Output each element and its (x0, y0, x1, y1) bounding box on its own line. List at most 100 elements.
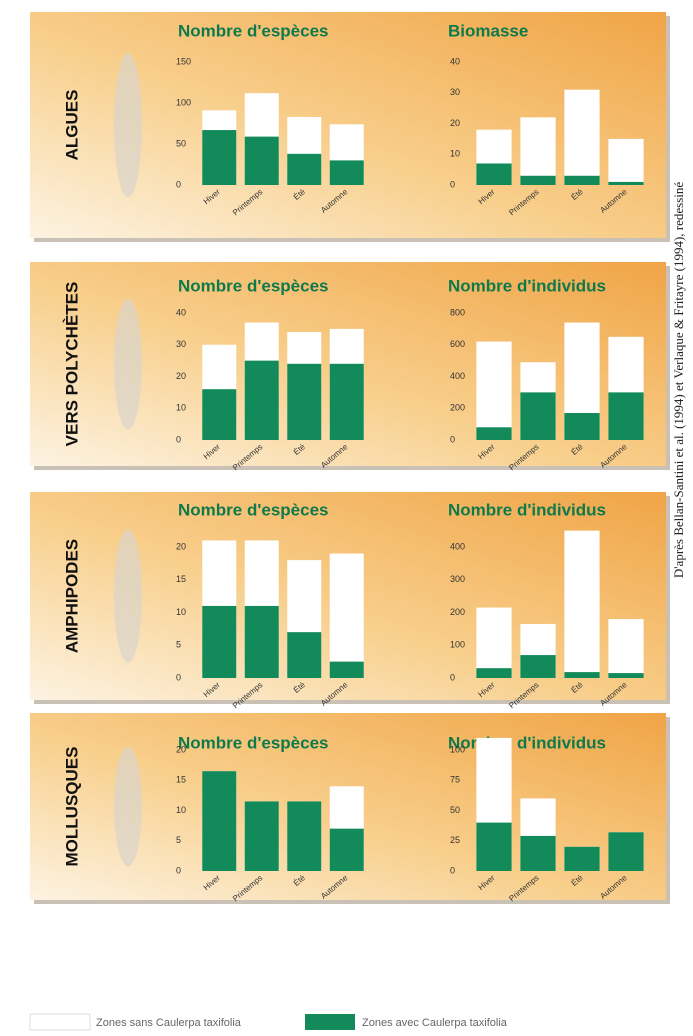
y-tick-label: 800 (450, 307, 465, 317)
bar-with (476, 427, 512, 440)
y-tick-label: 10 (176, 403, 186, 413)
y-tick-label: 0 (450, 179, 455, 189)
bar-with (287, 363, 322, 440)
y-tick-label: 20 (176, 744, 186, 754)
y-tick-label: 50 (450, 805, 460, 815)
bar-with (476, 668, 512, 678)
bar-with (287, 632, 322, 678)
y-tick-label: 0 (450, 434, 455, 444)
panel-label: ALGUES (62, 90, 81, 161)
bar-with (520, 655, 556, 678)
bar-with (608, 832, 644, 871)
bar-with (244, 801, 279, 871)
y-tick-label: 100 (450, 744, 465, 754)
chart-title: Nombre d'espèces (178, 500, 329, 519)
chart-title: Nombre d'individus (448, 500, 606, 519)
y-tick-label: 30 (176, 339, 186, 349)
illustration (114, 298, 142, 430)
legend-swatch (29, 1013, 91, 1031)
bar-with (329, 828, 364, 871)
y-tick-label: 0 (176, 434, 181, 444)
bar-without (564, 89, 600, 185)
y-tick-label: 0 (176, 672, 181, 682)
y-tick-label: 600 (450, 339, 465, 349)
legend: Zones sans Caulerpa taxifolia Zones avec… (29, 1013, 508, 1031)
y-tick-label: 0 (450, 865, 455, 875)
chart-title: Nombre d'espèces (178, 733, 329, 752)
bar-without (608, 138, 644, 185)
bar-without (564, 530, 600, 678)
bar-without (329, 553, 364, 678)
bar-with (520, 392, 556, 440)
panel-label: MOLLUSQUES (62, 747, 81, 867)
y-tick-label: 300 (450, 574, 465, 584)
bar-with (202, 605, 237, 678)
y-tick-label: 100 (450, 640, 465, 650)
panel-label: VERS POLYCHÈTES (62, 282, 81, 447)
bar-with (287, 153, 322, 185)
y-tick-label: 150 (176, 56, 191, 66)
bar-with (202, 771, 237, 871)
y-tick-label: 5 (176, 835, 181, 845)
bar-without (608, 619, 644, 678)
y-tick-label: 50 (176, 138, 186, 148)
legend-label: Zones sans Caulerpa taxifolia (96, 1017, 242, 1029)
bar-with (608, 392, 644, 440)
chart-title: Nombre d'espèces (178, 21, 329, 40)
y-tick-label: 25 (450, 835, 460, 845)
y-tick-label: 20 (176, 541, 186, 551)
y-tick-label: 40 (450, 56, 460, 66)
y-tick-label: 20 (450, 118, 460, 128)
y-tick-label: 200 (450, 607, 465, 617)
bar-without (476, 607, 512, 678)
illustration (114, 52, 142, 198)
bar-with (287, 801, 322, 871)
bar-with (564, 413, 600, 440)
bar-with (329, 661, 364, 678)
bar-without (520, 117, 556, 185)
bar-with (564, 846, 600, 871)
legend-swatch (305, 1014, 355, 1030)
bar-with (564, 175, 600, 185)
bar-with (244, 136, 279, 185)
y-tick-label: 400 (450, 541, 465, 551)
bar-without (476, 341, 512, 440)
bar-with (202, 130, 237, 185)
legend-label: Zones avec Caulerpa taxifolia (362, 1017, 508, 1029)
bar-with (608, 673, 644, 678)
illustration (114, 746, 142, 867)
bar-with (476, 822, 512, 871)
y-tick-label: 0 (176, 179, 181, 189)
y-tick-label: 400 (450, 371, 465, 381)
bar-with (202, 389, 237, 440)
bar-with (244, 605, 279, 678)
y-tick-label: 5 (176, 640, 181, 650)
panels: ALGUES VERS POLYCHÈTES AMPHIPODES MOLLUSQUE… (30, 12, 670, 904)
bar-with (476, 163, 512, 185)
y-tick-label: 0 (450, 672, 455, 682)
y-tick-label: 20 (176, 371, 186, 381)
y-tick-label: 30 (450, 87, 460, 97)
chart-title: Nombre d'individus (448, 276, 606, 295)
bar-with (329, 160, 364, 185)
chart-title: Biomasse (448, 21, 528, 40)
y-tick-label: 15 (176, 574, 186, 584)
y-tick-label: 200 (450, 403, 465, 413)
source: D'après Bellan-Santini et al. (1994) et … (671, 182, 686, 579)
y-tick-label: 0 (176, 865, 181, 875)
chart-title: Nombre d'individus (448, 733, 606, 752)
y-tick-label: 40 (176, 307, 186, 317)
y-tick-label: 100 (176, 97, 191, 107)
chart-title: Nombre d'espèces (178, 276, 329, 295)
y-tick-label: 15 (176, 775, 186, 785)
y-tick-label: 10 (450, 149, 460, 159)
bar-with (608, 181, 644, 185)
bar-with (244, 360, 279, 440)
illustration (114, 529, 142, 663)
bar-with (564, 672, 600, 678)
y-tick-label: 75 (450, 775, 460, 785)
panel-label: AMPHIPODES (62, 539, 81, 653)
bar-with (329, 363, 364, 440)
bar-with (520, 175, 556, 185)
